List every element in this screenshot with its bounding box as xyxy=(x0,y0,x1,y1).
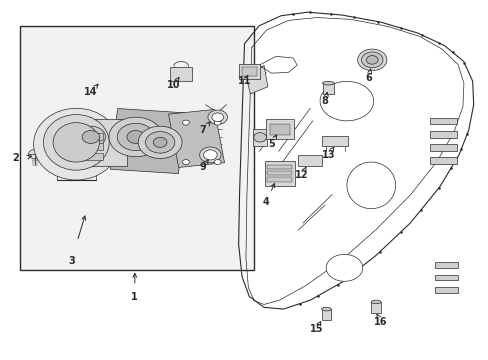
Circle shape xyxy=(182,120,189,125)
Circle shape xyxy=(28,149,41,159)
Text: 3: 3 xyxy=(68,256,75,266)
Text: 1: 1 xyxy=(131,292,138,302)
Text: 14: 14 xyxy=(84,87,98,97)
Text: 16: 16 xyxy=(373,317,387,327)
Circle shape xyxy=(366,55,377,64)
Circle shape xyxy=(357,49,386,71)
Ellipse shape xyxy=(34,108,119,180)
Circle shape xyxy=(203,150,217,160)
Bar xyxy=(434,275,457,280)
Bar xyxy=(434,262,457,268)
Bar xyxy=(170,67,191,81)
Bar xyxy=(434,287,457,293)
Circle shape xyxy=(138,126,182,158)
Ellipse shape xyxy=(370,300,380,304)
Circle shape xyxy=(182,159,189,165)
Circle shape xyxy=(211,113,223,122)
Circle shape xyxy=(127,131,144,143)
Ellipse shape xyxy=(53,123,99,162)
Ellipse shape xyxy=(43,114,109,170)
Text: 4: 4 xyxy=(263,197,269,207)
Text: 12: 12 xyxy=(295,170,308,180)
Bar xyxy=(265,119,294,139)
Bar xyxy=(242,67,256,76)
Bar xyxy=(110,108,185,174)
Circle shape xyxy=(253,133,266,142)
Circle shape xyxy=(214,120,221,125)
Bar xyxy=(264,161,295,186)
Text: 10: 10 xyxy=(167,80,180,90)
Circle shape xyxy=(76,126,105,148)
Bar xyxy=(322,83,333,94)
Circle shape xyxy=(199,147,221,163)
Bar xyxy=(66,143,103,150)
Bar xyxy=(370,302,380,313)
Bar xyxy=(269,124,290,135)
Text: 13: 13 xyxy=(321,150,334,160)
Bar xyxy=(267,177,291,182)
Bar xyxy=(429,131,456,138)
Bar xyxy=(66,153,103,160)
Bar xyxy=(321,136,347,146)
Polygon shape xyxy=(246,65,267,94)
Bar xyxy=(66,133,103,140)
Bar xyxy=(429,118,456,125)
Circle shape xyxy=(82,131,100,143)
Bar xyxy=(267,165,291,169)
Circle shape xyxy=(153,137,166,147)
Circle shape xyxy=(320,81,373,121)
Text: 9: 9 xyxy=(199,162,206,172)
Circle shape xyxy=(207,110,227,125)
Ellipse shape xyxy=(322,81,333,85)
Bar xyxy=(20,26,254,270)
Circle shape xyxy=(361,52,382,68)
Ellipse shape xyxy=(325,255,362,281)
Text: 11: 11 xyxy=(237,76,251,86)
Circle shape xyxy=(117,123,154,150)
Ellipse shape xyxy=(346,162,395,209)
Ellipse shape xyxy=(321,307,330,311)
Text: 7: 7 xyxy=(199,125,206,135)
Text: 5: 5 xyxy=(267,139,274,149)
Bar xyxy=(298,155,321,166)
Bar xyxy=(238,64,260,78)
Circle shape xyxy=(214,159,221,165)
Bar xyxy=(429,157,456,164)
Text: 6: 6 xyxy=(365,73,371,83)
Circle shape xyxy=(109,117,162,157)
Bar xyxy=(168,109,224,167)
Bar xyxy=(64,119,127,166)
Circle shape xyxy=(145,132,174,153)
Text: 15: 15 xyxy=(309,324,323,334)
Bar xyxy=(267,171,291,175)
Bar xyxy=(253,129,266,146)
Bar xyxy=(429,144,456,151)
Text: 8: 8 xyxy=(321,96,328,106)
Text: 2: 2 xyxy=(12,153,19,163)
Bar xyxy=(321,309,330,320)
